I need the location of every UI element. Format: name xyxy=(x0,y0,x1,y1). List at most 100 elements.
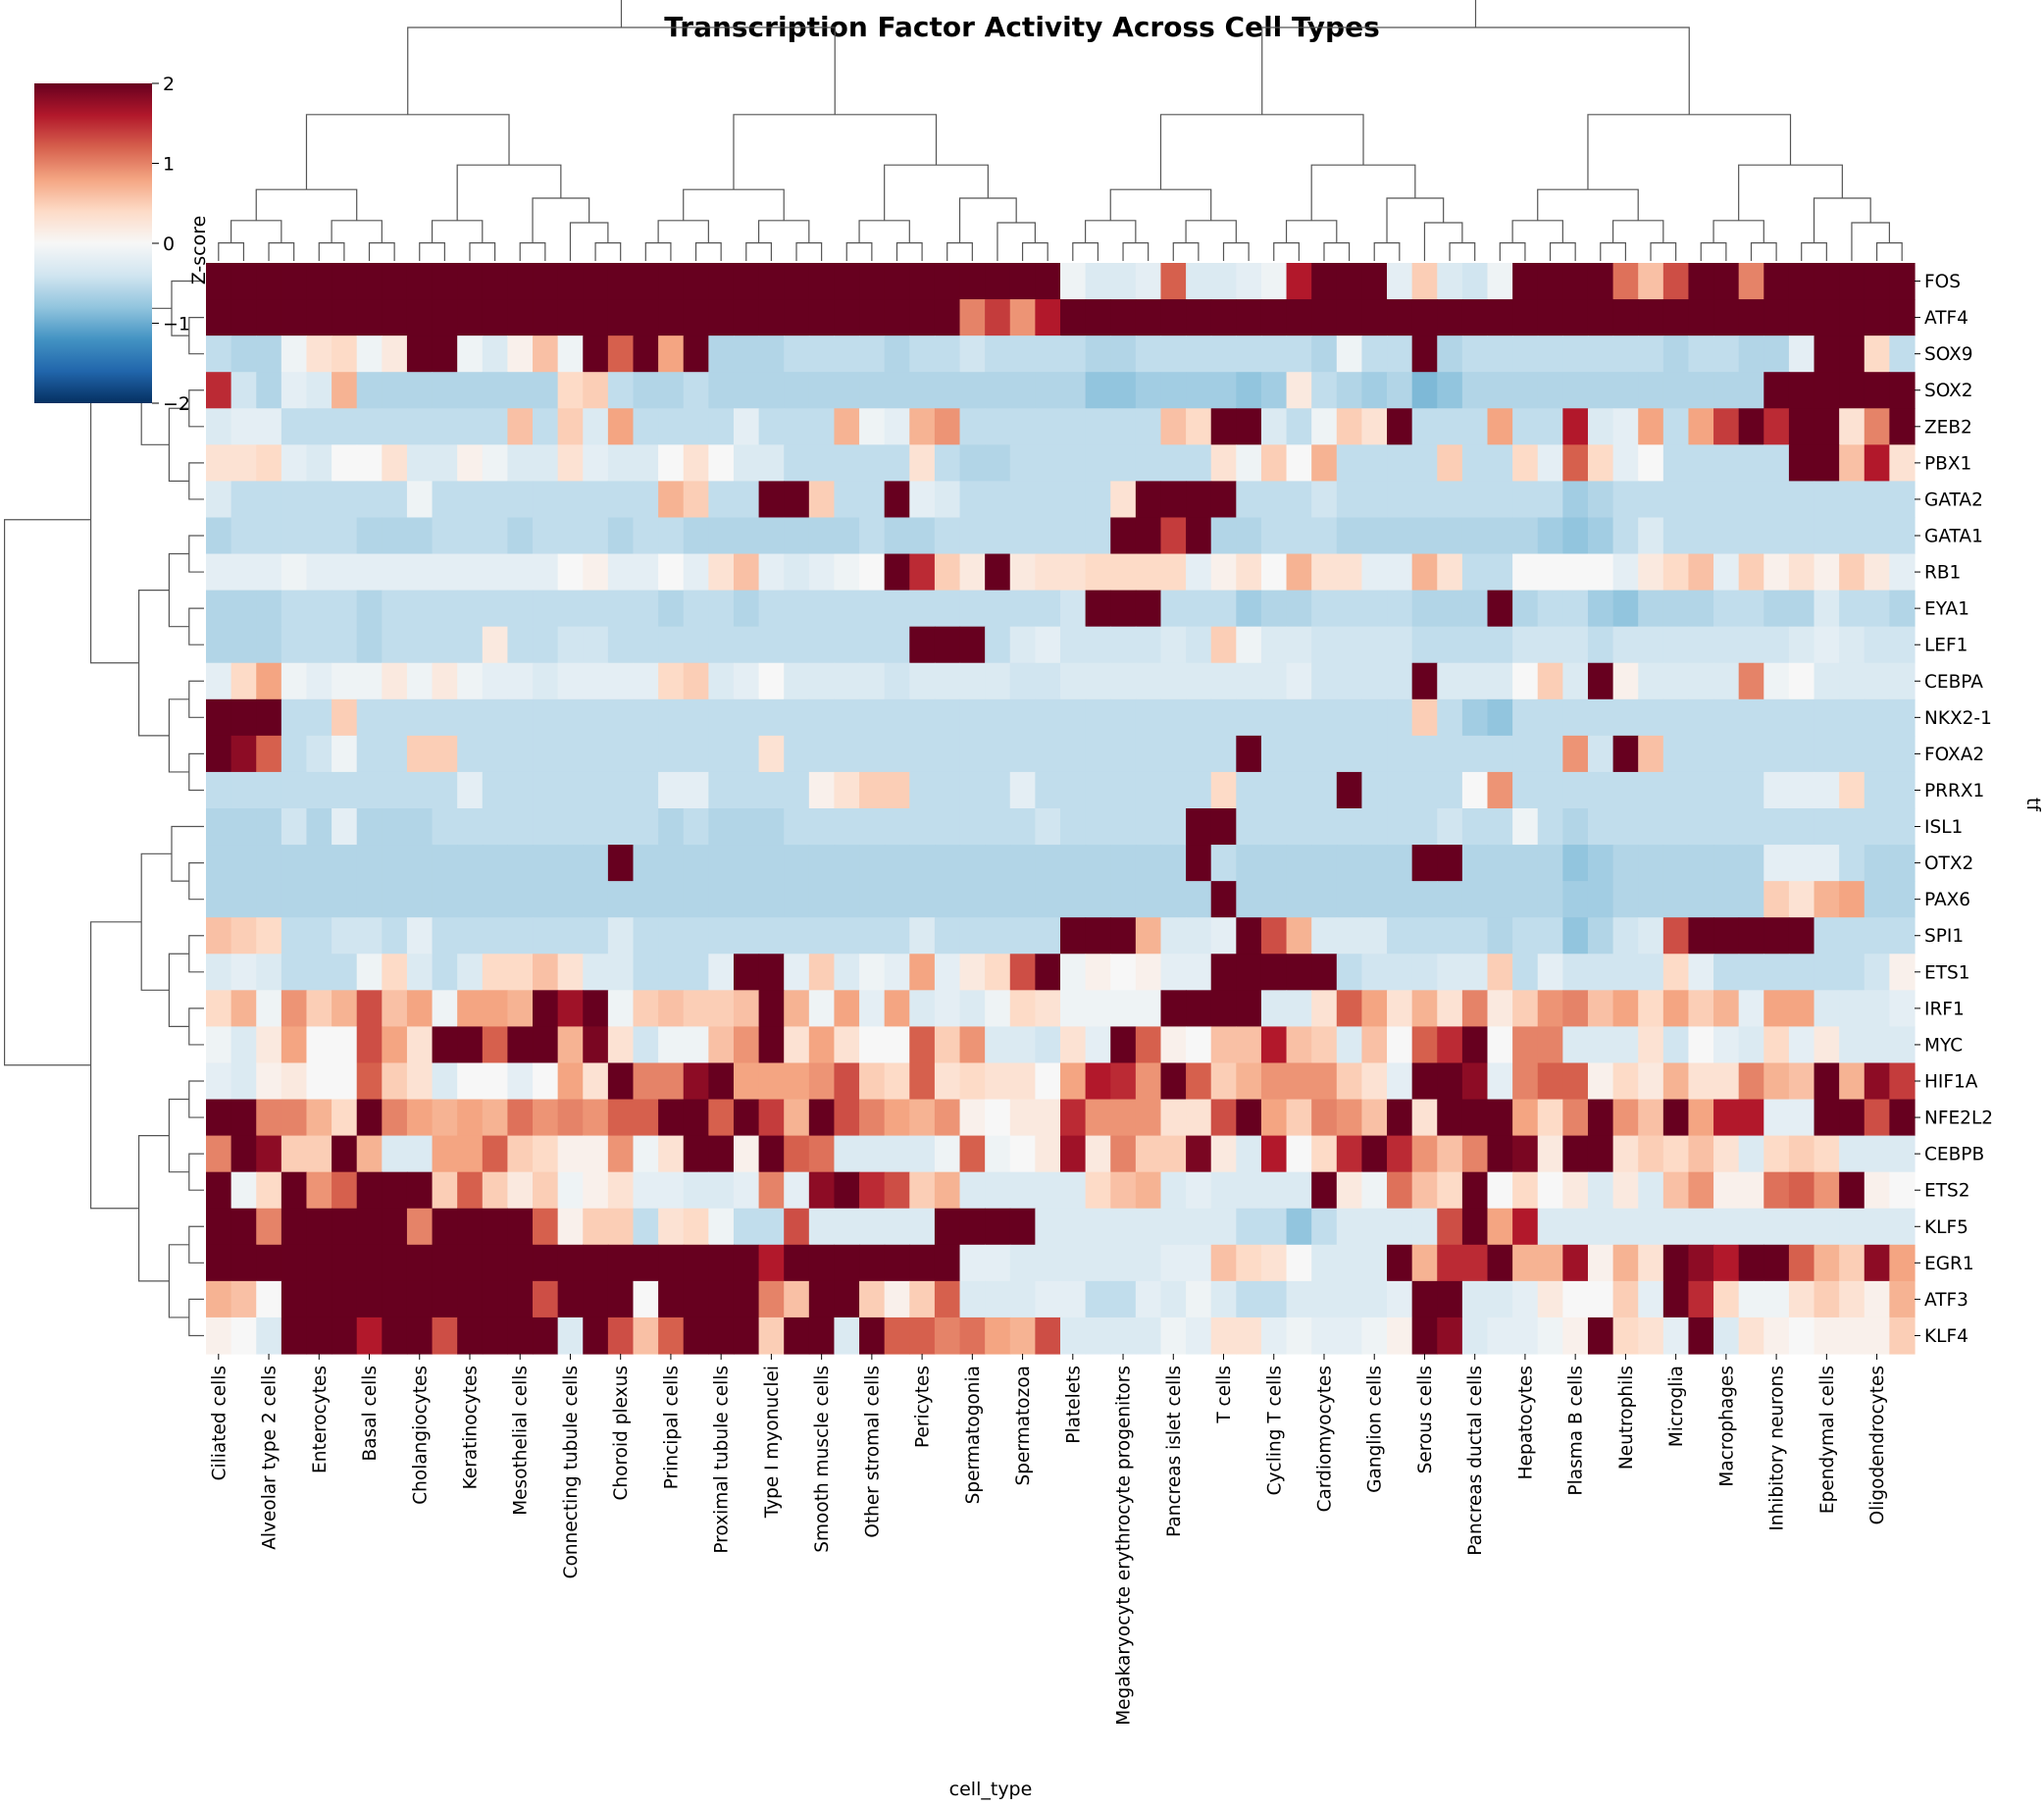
column-dendrogram-link xyxy=(1549,242,1576,261)
heatmap-cell xyxy=(1361,299,1388,336)
column-tick-label: Basal cells xyxy=(360,1366,381,1462)
heatmap-cell xyxy=(533,1135,559,1173)
heatmap-cell xyxy=(1662,590,1690,628)
heatmap-cell xyxy=(1210,1026,1237,1064)
heatmap-cell xyxy=(507,917,534,955)
heatmap-cell xyxy=(1562,1244,1589,1282)
heatmap-cell xyxy=(457,626,484,664)
heatmap-cell xyxy=(432,845,458,882)
heatmap-cell xyxy=(808,1280,836,1318)
column-dendrogram-link xyxy=(946,242,973,261)
heatmap-cell xyxy=(633,1026,659,1064)
heatmap-cell xyxy=(1537,735,1563,773)
heatmap-cell xyxy=(1763,881,1790,918)
heatmap-cell xyxy=(1788,917,1815,955)
heatmap-cell xyxy=(1562,444,1589,482)
heatmap-cell xyxy=(533,698,559,737)
heatmap-cell xyxy=(1260,299,1288,336)
column-dendrogram-link xyxy=(1072,242,1099,261)
heatmap-cell xyxy=(281,771,308,809)
heatmap-cell xyxy=(1487,1062,1513,1101)
heatmap-cell xyxy=(1286,917,1312,955)
heatmap-cell xyxy=(1738,263,1764,300)
heatmap-cell xyxy=(708,1208,735,1246)
heatmap-cell xyxy=(985,845,1011,882)
heatmap-cell xyxy=(507,881,534,918)
heatmap-cell xyxy=(206,1026,232,1064)
heatmap-cell xyxy=(1387,263,1413,300)
heatmap-cell xyxy=(1688,372,1714,409)
heatmap-cell xyxy=(859,735,886,773)
heatmap-cell xyxy=(1260,1099,1288,1137)
heatmap-cell xyxy=(482,1099,509,1137)
heatmap-cell xyxy=(1864,626,1890,664)
heatmap-cell xyxy=(1713,444,1740,482)
heatmap-cell xyxy=(281,299,308,336)
heatmap-cell xyxy=(607,553,635,592)
heatmap-cell xyxy=(1662,626,1690,664)
heatmap-cell xyxy=(784,590,810,628)
heatmap-cell xyxy=(432,990,458,1027)
heatmap-cell xyxy=(1612,954,1639,991)
heatmap-cell xyxy=(281,590,308,628)
heatmap-cell xyxy=(382,845,408,882)
heatmap-cell xyxy=(1788,1244,1815,1282)
heatmap-cell xyxy=(1537,444,1563,482)
heatmap-cell xyxy=(934,336,961,373)
heatmap-cell xyxy=(206,1244,232,1282)
heatmap-cell xyxy=(1537,481,1563,519)
heatmap-cell xyxy=(708,1099,735,1137)
column-tick-label: Other stromal cells xyxy=(862,1366,883,1538)
heatmap-cell xyxy=(784,1244,810,1282)
heatmap-cell xyxy=(909,444,936,482)
heatmap-cell xyxy=(1085,917,1111,955)
heatmap-cell xyxy=(934,808,961,846)
heatmap-cell xyxy=(1437,1135,1463,1173)
heatmap-cell xyxy=(206,263,232,300)
row-tick-label: FOS xyxy=(1924,272,1961,292)
heatmap-cell xyxy=(1738,1317,1764,1355)
heatmap-cell xyxy=(432,1062,458,1101)
heatmap-cell xyxy=(507,553,534,592)
heatmap-cell xyxy=(909,845,936,882)
heatmap-cell xyxy=(1236,735,1262,773)
heatmap-cell xyxy=(1487,444,1513,482)
row-tick-label: EYA1 xyxy=(1924,599,1969,620)
heatmap-cell xyxy=(1487,481,1513,519)
heatmap-cell xyxy=(306,954,332,991)
heatmap-cell xyxy=(1612,735,1639,773)
heatmap-cell xyxy=(708,662,735,700)
heatmap-cell xyxy=(708,590,735,628)
heatmap-cell xyxy=(1763,1026,1790,1064)
heatmap-cell xyxy=(758,845,785,882)
heatmap-cell xyxy=(985,263,1011,300)
heatmap-cell xyxy=(784,1208,810,1246)
heatmap-cell xyxy=(959,336,986,373)
heatmap-cell xyxy=(1839,808,1865,846)
heatmap-cell xyxy=(607,517,635,555)
heatmap-cell xyxy=(557,771,584,809)
heatmap-cell xyxy=(808,263,836,300)
heatmap-cell xyxy=(1060,954,1087,991)
heatmap-cell xyxy=(1512,771,1539,809)
heatmap-cell xyxy=(909,808,936,846)
heatmap-cell xyxy=(457,553,484,592)
heatmap-cell xyxy=(1411,1280,1438,1318)
column-dendrogram-link xyxy=(1750,242,1777,261)
heatmap-cell xyxy=(1688,1244,1714,1282)
heatmap-cell xyxy=(884,698,910,737)
heatmap-cell xyxy=(382,1135,408,1173)
heatmap-cell xyxy=(859,771,886,809)
heatmap-cell xyxy=(1461,917,1489,955)
heatmap-cell xyxy=(934,1317,961,1355)
row-tick-label: ATF3 xyxy=(1924,1290,1968,1311)
heatmap-cell xyxy=(1814,1208,1840,1246)
heatmap-cell xyxy=(1713,372,1740,409)
heatmap-cell xyxy=(1763,626,1790,664)
heatmap-cell xyxy=(909,735,936,773)
heatmap-cell xyxy=(1763,1208,1790,1246)
heatmap-cell xyxy=(1110,299,1137,336)
heatmap-cell xyxy=(934,1026,961,1064)
heatmap-cell xyxy=(1311,990,1338,1027)
heatmap-cell xyxy=(206,1317,232,1355)
